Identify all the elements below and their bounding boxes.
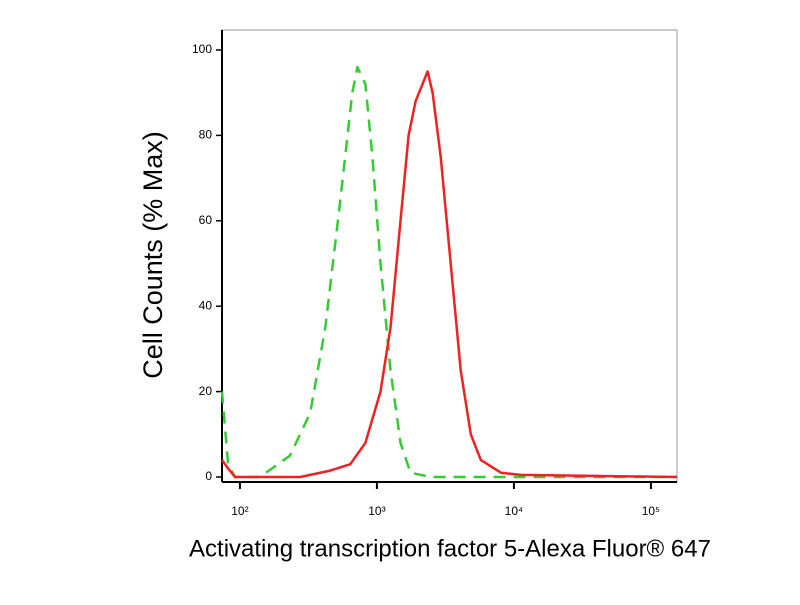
x-tick-label: 10⁵ (642, 504, 660, 518)
y-tick-label: 0 (205, 469, 212, 483)
y-tick-label: 60 (199, 213, 213, 227)
x-tick-label: 10³ (368, 504, 385, 518)
y-axis-title: Cell Counts (% Max) (138, 131, 168, 379)
series-line (220, 65, 677, 479)
y-tick-label: 20 (199, 384, 213, 398)
x-tick-label: 10⁴ (505, 504, 524, 518)
y-tick-label: 100 (192, 42, 212, 56)
y-tick-label: 40 (199, 298, 213, 312)
y-tick-label: 80 (199, 128, 213, 142)
series-line (220, 70, 678, 479)
x-axis-title: Activating transcription factor 5-Alexa … (189, 535, 711, 562)
x-tick-label: 10² (231, 504, 248, 518)
